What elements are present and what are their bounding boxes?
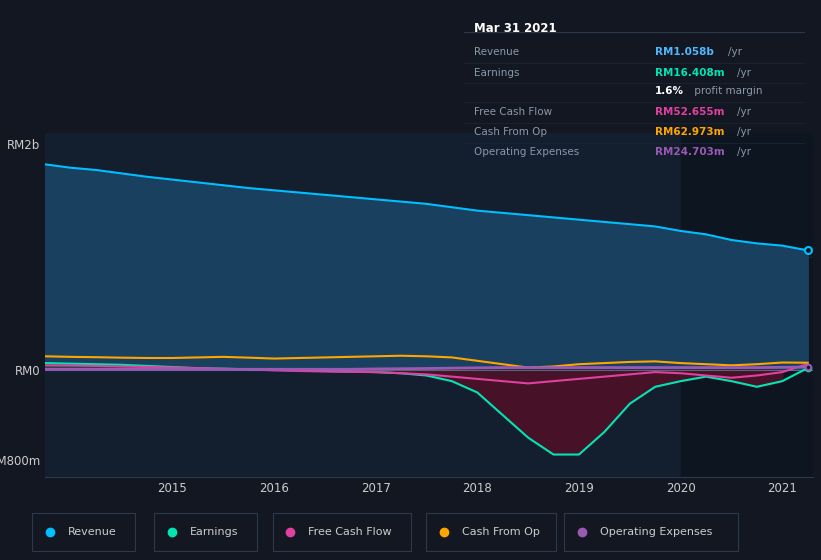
Text: Revenue: Revenue [67, 527, 117, 537]
Text: Cash From Op: Cash From Op [461, 527, 539, 537]
Text: /yr: /yr [728, 47, 742, 57]
Text: Operating Expenses: Operating Expenses [474, 147, 580, 157]
Text: Free Cash Flow: Free Cash Flow [308, 527, 392, 537]
Text: RM1.058b: RM1.058b [654, 47, 713, 57]
Text: RM62.973m: RM62.973m [654, 127, 724, 137]
Text: Earnings: Earnings [474, 68, 520, 78]
Text: 1.6%: 1.6% [654, 86, 684, 96]
Text: /yr: /yr [737, 107, 751, 116]
Text: Earnings: Earnings [190, 527, 238, 537]
Text: RM52.655m: RM52.655m [654, 107, 724, 116]
Text: RM24.703m: RM24.703m [654, 147, 724, 157]
Text: Free Cash Flow: Free Cash Flow [474, 107, 553, 116]
Text: /yr: /yr [737, 68, 751, 78]
Bar [681, 133, 813, 477]
Text: Cash From Op: Cash From Op [474, 127, 547, 137]
Text: /yr: /yr [737, 127, 751, 137]
Text: Operating Expenses: Operating Expenses [599, 527, 712, 537]
Text: Revenue: Revenue [474, 47, 519, 57]
Text: RM16.408m: RM16.408m [654, 68, 724, 78]
Text: /yr: /yr [737, 147, 751, 157]
Text: Mar 31 2021: Mar 31 2021 [474, 22, 557, 35]
Text: profit margin: profit margin [691, 86, 763, 96]
